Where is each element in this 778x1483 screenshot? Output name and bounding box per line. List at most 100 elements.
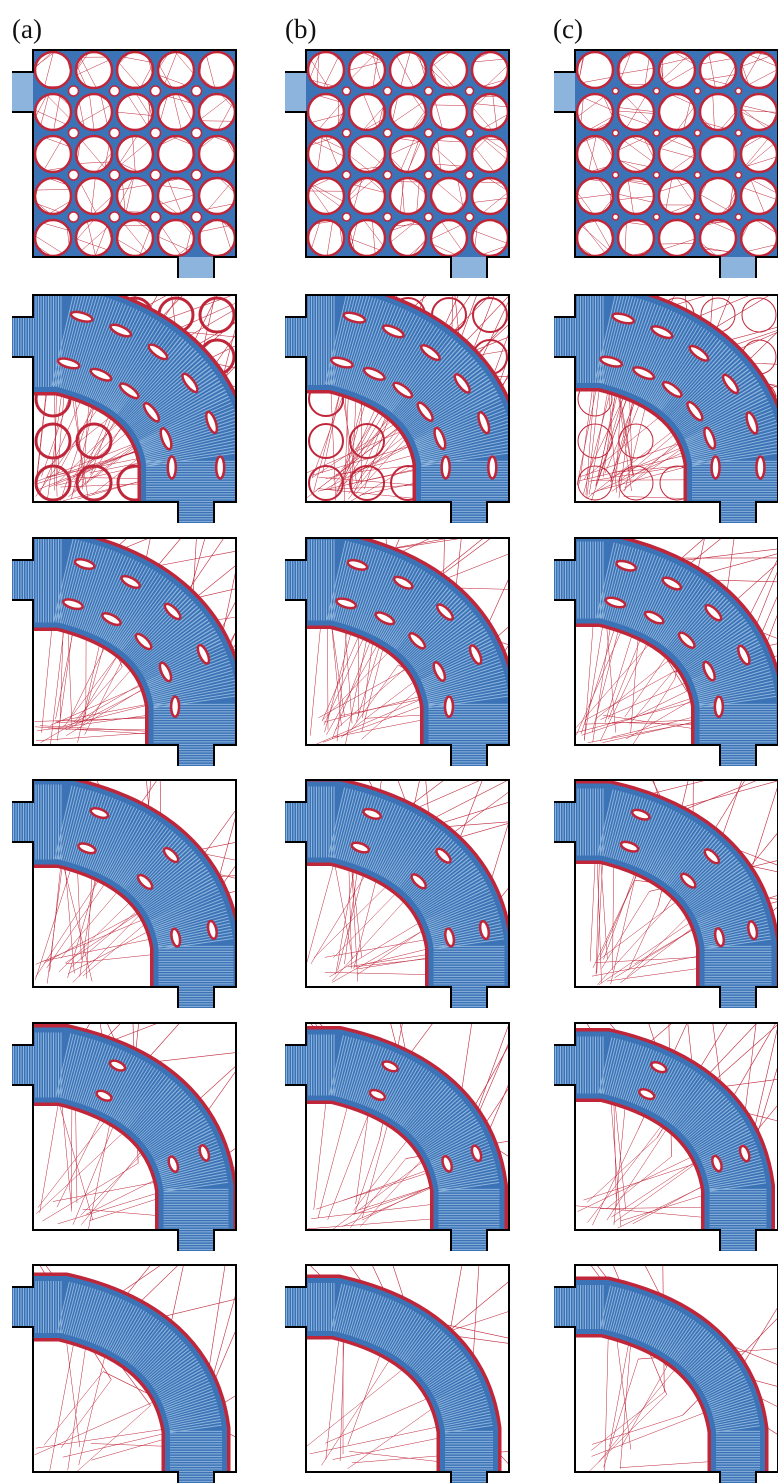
solid-grain (700, 94, 736, 130)
solid-grain (199, 94, 235, 130)
small-grain (736, 214, 742, 220)
solid-grain (741, 220, 777, 256)
small-grain (736, 130, 742, 136)
outlet (178, 256, 214, 278)
small-grain (110, 212, 120, 222)
channel-island (712, 456, 720, 478)
solid-grain (349, 220, 385, 256)
inlet (12, 72, 34, 112)
channel-island (756, 456, 764, 478)
small-grain (613, 88, 619, 94)
solid-grain (659, 220, 695, 256)
mesh-panel (281, 295, 509, 535)
solid-grain (76, 136, 112, 172)
solid-grain (659, 178, 695, 214)
mesh-panel (281, 1265, 509, 1483)
column-label: (c) (553, 14, 583, 44)
channel-island (488, 456, 496, 478)
solid-grain (117, 178, 153, 214)
channel-island (216, 456, 224, 478)
mesh-panel (8, 1023, 236, 1263)
solid-grain (349, 136, 385, 172)
solid-grain (577, 52, 613, 88)
solid-grain (390, 94, 426, 130)
small-grain (425, 87, 433, 95)
small-grain (695, 130, 701, 136)
solid-grain (199, 52, 235, 88)
small-grain (466, 129, 474, 137)
mesh-content (285, 50, 509, 278)
mesh-content (12, 50, 236, 278)
solid-grain (35, 94, 71, 130)
solid-grain (618, 136, 654, 172)
mesh-panel (554, 50, 778, 278)
small-grain (110, 170, 120, 180)
small-grain (343, 129, 351, 137)
mesh-panel (550, 780, 778, 1020)
solid-grain (700, 52, 736, 88)
figure: (a) (b) (c) (0, 0, 778, 1483)
solid-grain (36, 466, 70, 500)
mesh-panel (550, 295, 778, 535)
solid-grain (431, 178, 467, 214)
inlet (554, 72, 576, 112)
small-grain (343, 213, 351, 221)
small-grain (736, 88, 742, 94)
solid-grain (700, 178, 736, 214)
mesh-panel (550, 1265, 778, 1483)
solid-grain (472, 220, 508, 256)
small-grain (151, 212, 161, 222)
mesh-content (550, 295, 778, 535)
solid-grain (158, 94, 194, 130)
mesh-panel (281, 780, 509, 1020)
small-grain (654, 172, 660, 178)
solid-grain (741, 136, 777, 172)
mesh-content (550, 780, 778, 1020)
channel-island (442, 456, 450, 478)
column-label: (a) (12, 14, 42, 44)
small-grain (110, 86, 120, 96)
mesh-content (550, 538, 778, 778)
small-grain (343, 87, 351, 95)
mesh-content (8, 1023, 236, 1263)
solid-grain (742, 298, 776, 332)
small-grain (466, 87, 474, 95)
small-grain (151, 86, 161, 96)
solid-grain (390, 136, 426, 172)
solid-grain (619, 424, 653, 458)
solid-grain (390, 52, 426, 88)
small-grain (466, 171, 474, 179)
small-grain (192, 212, 202, 222)
solid-grain (577, 94, 613, 130)
mesh-panel (281, 1023, 509, 1263)
small-grain (151, 128, 161, 138)
small-grain (736, 172, 742, 178)
solid-grain (35, 178, 71, 214)
small-grain (69, 170, 79, 180)
solid-grain (700, 136, 736, 172)
channel-island (715, 697, 723, 717)
solid-grain (199, 220, 235, 256)
solid-grain (577, 178, 613, 214)
small-grain (69, 86, 79, 96)
small-grain (384, 171, 392, 179)
solid-grain (741, 52, 777, 88)
solid-grain (659, 52, 695, 88)
small-grain (654, 130, 660, 136)
mesh-content (281, 538, 509, 778)
small-grain (425, 213, 433, 221)
solid-grain (618, 220, 654, 256)
small-grain (192, 170, 202, 180)
page: (a) (b) (c) (() => { const data = JSON.p… (0, 0, 778, 1483)
solid-grain (431, 52, 467, 88)
small-grain (192, 86, 202, 96)
mesh-panel (550, 1023, 778, 1263)
mesh-content (8, 780, 236, 1020)
solid-grain (158, 52, 194, 88)
mesh-content (550, 1265, 778, 1483)
mesh-panel (8, 780, 236, 1020)
solid-grain (349, 52, 385, 88)
mesh-panel (281, 538, 509, 778)
solid-grain (472, 178, 508, 214)
mesh-panel (8, 295, 236, 535)
